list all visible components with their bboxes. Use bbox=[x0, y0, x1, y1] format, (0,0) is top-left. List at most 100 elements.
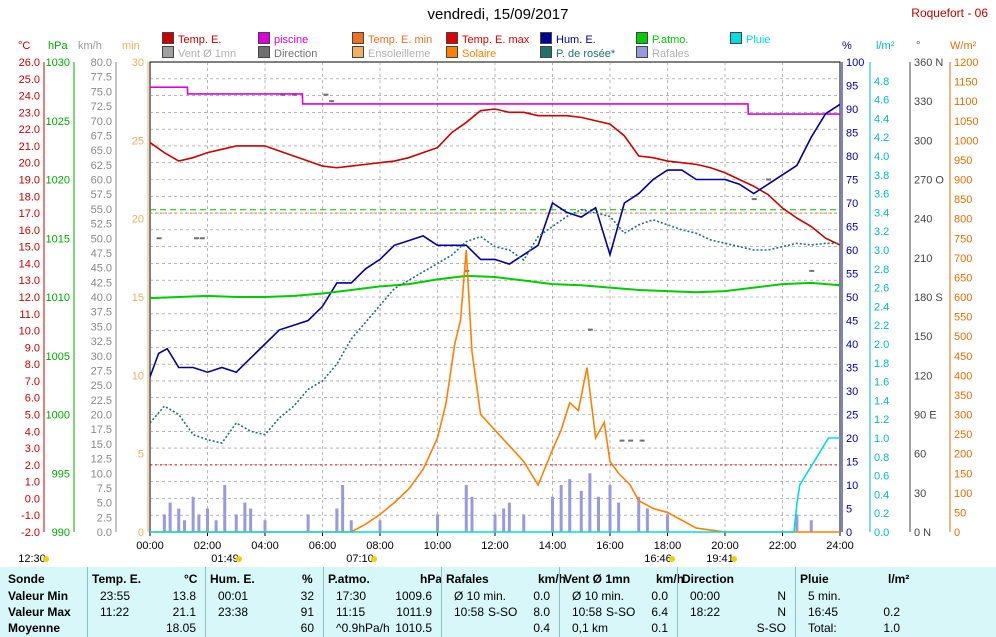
summary-pluie-unit: l/m² bbox=[888, 572, 910, 586]
x-tick-label: 22:00 bbox=[769, 540, 797, 552]
rain-tick-label: 2.8 bbox=[874, 264, 889, 276]
summary-direction-value: N bbox=[777, 605, 786, 619]
summary-patmo-value: 1009.6 bbox=[395, 589, 432, 603]
rain-tick-label: 2.2 bbox=[874, 320, 889, 332]
temp-tick-label: -2.0 bbox=[21, 527, 40, 539]
solar-tick-label: 0 bbox=[954, 527, 960, 539]
legend-swatch bbox=[540, 32, 552, 44]
legend-item: Direction bbox=[258, 46, 317, 60]
station-name: Roquefort - 06 bbox=[911, 6, 988, 20]
wind-tick-label: 62.5 bbox=[91, 160, 112, 172]
rain-tick-label: 2.0 bbox=[874, 339, 889, 351]
temp-tick-label: 21.0 bbox=[19, 141, 40, 153]
gust-bar bbox=[168, 502, 172, 532]
gust-bar bbox=[249, 508, 253, 532]
summary-hum-title: Hum. E. bbox=[210, 572, 255, 586]
gust-bar bbox=[436, 514, 439, 532]
wind-tick-label: 75.0 bbox=[91, 86, 112, 98]
summary-temp-unit: °C bbox=[184, 572, 198, 586]
press-tick-label: 1015 bbox=[46, 233, 70, 245]
summary-pluie-cell: Total: bbox=[808, 621, 837, 635]
gust-bar bbox=[306, 514, 310, 532]
event-marker bbox=[371, 556, 377, 562]
hum-tick-label: 15 bbox=[846, 457, 858, 469]
summary-patmo-title: P.atmo. bbox=[328, 572, 370, 586]
hum-tick-label: 90 bbox=[846, 104, 858, 116]
rain-tick-label: 1.4 bbox=[874, 395, 889, 407]
legend-item: Solaire bbox=[446, 46, 496, 60]
summary-direction-cell: 18:22 bbox=[690, 605, 721, 619]
summary-sonde-cell: Valeur Min bbox=[8, 589, 69, 603]
event-marker bbox=[236, 556, 242, 562]
summary-separator bbox=[441, 567, 442, 637]
wind-tick-label: 17.5 bbox=[91, 424, 112, 436]
rain-tick-label: 3.6 bbox=[874, 189, 889, 201]
dir-tick-label: 210 bbox=[914, 253, 932, 265]
wind-tick-label: 22.5 bbox=[91, 395, 112, 407]
summary-vent-cell: 10:58 bbox=[572, 605, 603, 619]
summary-patmo-value: 1011.9 bbox=[396, 605, 432, 619]
press-tick-label: 1020 bbox=[46, 175, 70, 187]
legend-swatch bbox=[162, 32, 174, 44]
hum-tick-label: 95 bbox=[846, 81, 858, 93]
wind-tick-label: 32.5 bbox=[91, 336, 112, 348]
rain-tick-label: 2.4 bbox=[874, 301, 889, 313]
gust-bar bbox=[162, 514, 166, 532]
series-hum-e- bbox=[149, 103, 841, 378]
legend-item: P. de rosée* bbox=[540, 46, 615, 60]
wind-tick-label: 5.0 bbox=[97, 498, 112, 510]
wind-tick-label: 67.5 bbox=[91, 130, 112, 142]
rain-tick-label: 4.0 bbox=[874, 151, 889, 163]
legend-item: Temp. E. max bbox=[446, 32, 529, 46]
wind-tick-label: 72.5 bbox=[91, 101, 112, 113]
solar-tick-label: 100 bbox=[954, 488, 972, 500]
solar-tick-label: 500 bbox=[954, 331, 972, 343]
gust-bar bbox=[177, 508, 181, 532]
legend-swatch bbox=[258, 32, 270, 44]
solar-tick-label: 300 bbox=[954, 410, 972, 422]
temp-tick-label: 1.0 bbox=[25, 477, 40, 489]
wind-tick-label: 25.0 bbox=[91, 380, 112, 392]
direction-point bbox=[639, 439, 645, 442]
summary-temp-value: 21.1 bbox=[172, 605, 196, 619]
hum-tick-label: 75 bbox=[846, 175, 858, 187]
summary-separator bbox=[677, 567, 678, 637]
gust-bar bbox=[234, 514, 238, 532]
hum-tick-label: 40 bbox=[846, 339, 858, 351]
summary-pluie-title: Pluie bbox=[800, 572, 829, 586]
summary-vent-dir: S-SO bbox=[606, 605, 636, 619]
gust-bar bbox=[507, 502, 511, 532]
temp-tick-label: 17.0 bbox=[19, 208, 40, 220]
legend-item: Temp. E. min bbox=[352, 32, 432, 46]
rain-tick-label: 2.6 bbox=[874, 283, 889, 295]
series-p-de-ros-e- bbox=[149, 208, 840, 444]
rain-tick-label: 3.4 bbox=[874, 207, 889, 219]
rain-tick-label: 1.0 bbox=[874, 433, 889, 445]
temp-tick-label: 25.0 bbox=[19, 74, 40, 86]
x-tick-label: 06:00 bbox=[309, 540, 337, 552]
solar-tick-label: 1150 bbox=[954, 77, 978, 89]
x-tick-label: 08:00 bbox=[366, 540, 394, 552]
wind-tick-label: 52.5 bbox=[91, 219, 112, 231]
solar-tick-label: 450 bbox=[954, 351, 972, 363]
summary-rafales-value: 0.4 bbox=[533, 621, 550, 635]
summary-hum-value: 60 bbox=[300, 621, 314, 635]
legend-label: piscine bbox=[274, 34, 309, 46]
event-marker bbox=[669, 556, 675, 562]
gust-bar bbox=[378, 520, 382, 532]
summary-vent-cell: Ø 10 min. bbox=[572, 589, 625, 603]
summary-temp-title: Temp. E. bbox=[92, 572, 142, 586]
press-tick-label: 1005 bbox=[46, 351, 70, 363]
hum-tick-label: 50 bbox=[846, 292, 858, 304]
event-marker bbox=[43, 556, 49, 562]
x-tick-label: 00:00 bbox=[136, 540, 164, 552]
temp-tick-label: 5.0 bbox=[25, 410, 40, 422]
dir-tick-label: 270 O bbox=[914, 175, 944, 187]
gust-bar bbox=[191, 496, 195, 532]
rain-tick-label: 1.6 bbox=[874, 377, 889, 389]
gust-bar bbox=[809, 520, 813, 532]
gust-bar bbox=[568, 479, 572, 532]
solar-tick-label: 700 bbox=[954, 253, 972, 265]
wind-tick-label: 12.5 bbox=[91, 454, 112, 466]
direction-point bbox=[619, 439, 625, 442]
